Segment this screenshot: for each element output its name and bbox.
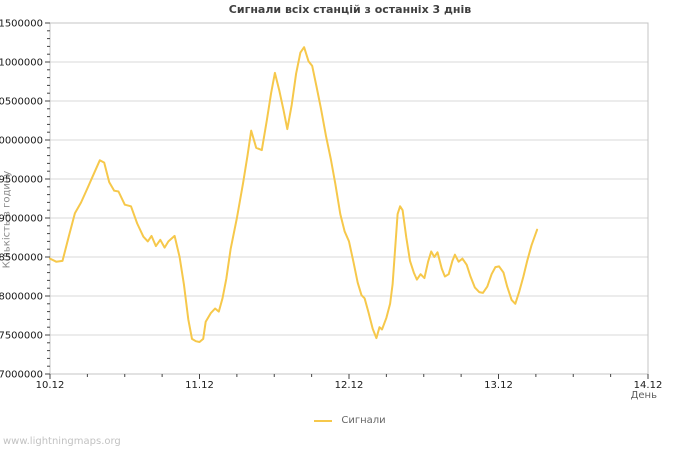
- svg-text:10500000: 10500000: [0, 97, 43, 108]
- legend-label: Сигнали: [341, 415, 386, 426]
- x-axis-title: День: [630, 390, 657, 401]
- svg-text:9000000: 9000000: [0, 214, 43, 225]
- svg-text:7500000: 7500000: [0, 331, 43, 342]
- svg-text:13.12: 13.12: [484, 380, 513, 391]
- chart-title: Сигнали всіх станцій з останніх 3 днів: [228, 3, 472, 16]
- svg-text:10000000: 10000000: [0, 136, 43, 147]
- series-line-Сигнали: [49, 46, 539, 343]
- legend: Сигнали: [0, 415, 700, 426]
- y-axis-ticks: [45, 22, 50, 375]
- y-gridlines: [50, 61, 648, 336]
- x-axis-labels: 10.12 11.12 12.12 13.12 14.12: [36, 380, 663, 391]
- y-axis-labels: 7000000 7500000 8000000 8500000 9000000 95000…: [0, 19, 43, 381]
- svg-text:12.12: 12.12: [335, 380, 364, 391]
- svg-text:11000000: 11000000: [0, 58, 43, 69]
- svg-text:9500000: 9500000: [0, 175, 43, 186]
- plot-frame: [49, 22, 649, 375]
- watermark-text: www.lightningmaps.org: [3, 436, 121, 447]
- svg-text:11.12: 11.12: [185, 380, 214, 391]
- svg-text:11500000: 11500000: [0, 19, 43, 30]
- svg-text:14.12: 14.12: [634, 380, 663, 391]
- x-axis-ticks: [49, 374, 649, 379]
- svg-text:7000000: 7000000: [0, 370, 43, 381]
- legend-line-swatch: [314, 419, 333, 422]
- svg-text:8500000: 8500000: [0, 253, 43, 264]
- svg-text:10.12: 10.12: [36, 380, 65, 391]
- svg-text:8000000: 8000000: [0, 292, 43, 303]
